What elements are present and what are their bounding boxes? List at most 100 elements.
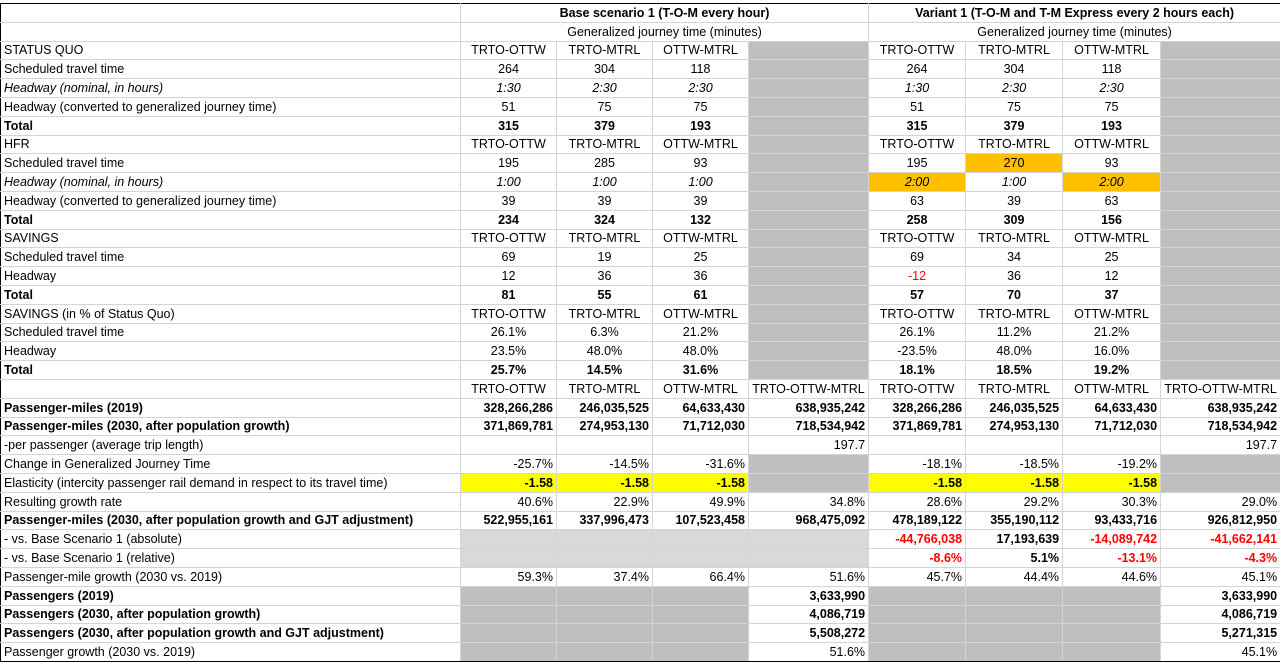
- cell-value: OTTW-MTRL: [652, 228, 749, 249]
- cell-value: 18.1%: [868, 360, 967, 380]
- blank-cell: [1160, 266, 1280, 286]
- blank-cell: [556, 623, 653, 644]
- cell-value: 36: [965, 266, 1064, 286]
- blank-cell: [652, 548, 749, 568]
- cell-value: 2:30: [652, 78, 749, 98]
- cell-value: 37.4%: [556, 566, 653, 587]
- cell-value: 1:00: [556, 172, 653, 192]
- row-label: Passengers (2030, after population growt…: [0, 623, 461, 644]
- blank-cell: [1160, 78, 1280, 98]
- table-row: -per passenger (average trip length) 197.…: [0, 435, 1280, 456]
- blank-cell: [1160, 209, 1280, 230]
- blank-cell: [460, 548, 557, 568]
- cell-value: TRTO-OTTW-MTRL: [747, 378, 870, 399]
- cell-value: 25: [652, 247, 749, 268]
- cell-value: 19.2%: [1062, 360, 1162, 380]
- cell-value: TRTO-OTTW: [460, 40, 557, 61]
- table-row: Scheduled travel time 69 19 25 69 34 25: [0, 247, 1280, 268]
- row-label: - vs. Base Scenario 1 (relative): [0, 548, 461, 568]
- cell-value: 18.5%: [965, 360, 1064, 380]
- cell-value: 36: [556, 266, 653, 286]
- cell-value: 315: [460, 115, 557, 136]
- blank-cell: [1160, 284, 1280, 305]
- blank-cell: [460, 585, 557, 606]
- blank-cell: [747, 548, 870, 568]
- blank-cell: [965, 604, 1064, 625]
- table-row: - vs. Base Scenario 1 (relative) -8.6% 5.1…: [0, 548, 1280, 568]
- blank-cell: [747, 529, 870, 550]
- cell-value: 45.7%: [868, 566, 967, 587]
- cell-value: 5,271,315: [1160, 623, 1280, 644]
- blank-cell: [1160, 360, 1280, 380]
- cell-value: 274,953,130: [556, 416, 653, 437]
- blank-cell: [868, 585, 967, 606]
- cell-value: TRTO-OTTW-MTRL: [1160, 378, 1280, 399]
- blank-cell: [747, 40, 870, 61]
- cell-value: 39: [965, 190, 1064, 211]
- cell-value: 51: [868, 96, 967, 117]
- blank-cell: [747, 172, 870, 192]
- cell-value: 379: [556, 115, 653, 136]
- blank-cell: [747, 190, 870, 211]
- table-row: Headway (nominal, in hours) 1:30 2:30 2:30 1…: [0, 78, 1280, 98]
- table-row: SAVINGS TRTO-OTTW TRTO-MTRL OTTW-MTRL TRTO-O…: [0, 228, 1280, 249]
- scenario-title: Variant 1 (T-O-M and T-M Express every 2…: [868, 3, 1280, 23]
- cell-value: 328,266,286: [868, 397, 967, 418]
- cell-value: 11.2%: [965, 322, 1064, 343]
- cell-value: OTTW-MTRL: [652, 40, 749, 61]
- cell-value: TRTO-OTTW: [868, 40, 967, 61]
- cell-value: -4.3%: [1160, 548, 1280, 568]
- cell-value: 379: [965, 115, 1064, 136]
- blank-cell: [0, 21, 461, 42]
- row-label: Headway: [0, 266, 461, 286]
- blank-cell: [1160, 247, 1280, 268]
- blank-cell: [747, 322, 870, 343]
- cell-value: TRTO-OTTW: [868, 134, 967, 155]
- scenario-title: Base scenario 1 (T-O-M every hour): [459, 3, 870, 23]
- row-label: Headway: [0, 341, 461, 362]
- blank-cell: [460, 529, 557, 550]
- row-label: SAVINGS: [0, 228, 461, 249]
- table-row: Passenger-mile growth (2030 vs. 2019) 59.…: [0, 566, 1280, 587]
- table-row: Headway 12 36 36 -12 36 12: [0, 266, 1280, 286]
- cell-value: 195: [460, 153, 557, 174]
- row-label: Passenger-mile growth (2030 vs. 2019): [0, 566, 461, 587]
- cell-value: 5.1%: [965, 548, 1064, 568]
- blank-cell: [747, 472, 870, 493]
- blank-cell: [1160, 172, 1280, 192]
- cell-value: 195: [868, 153, 967, 174]
- cell-value: TRTO-OTTW: [460, 303, 557, 324]
- header-row: Base scenario 1 (T-O-M every hour) Varia…: [0, 3, 1280, 23]
- cell-value: TRTO-MTRL: [556, 378, 653, 399]
- table-row: Total 234 324 132 258 309 156: [0, 209, 1280, 230]
- cell-value: 355,190,112: [965, 510, 1064, 531]
- blank-cell: [747, 78, 870, 98]
- cell-value: 63: [868, 190, 967, 211]
- cell-value: 718,534,942: [747, 416, 870, 437]
- blank-cell: [1062, 604, 1162, 625]
- blank-cell: [556, 585, 653, 606]
- cell-value: 22.9%: [556, 491, 653, 512]
- cell-value: 3,633,990: [1160, 585, 1280, 606]
- blank-cell: [747, 360, 870, 380]
- cell-value: 29.0%: [1160, 491, 1280, 512]
- blank-cell: [460, 435, 557, 456]
- table-row: Headway (nominal, in hours) 1:00 1:00 1:00 2…: [0, 172, 1280, 192]
- cell-value: -19.2%: [1062, 454, 1162, 474]
- cell-value: 64,633,430: [1062, 397, 1162, 418]
- table-row: SAVINGS (in % of Status Quo) TRTO-OTTW TRT…: [0, 303, 1280, 324]
- cell-value: 34: [965, 247, 1064, 268]
- cell-value: 478,189,122: [868, 510, 967, 531]
- row-label: Scheduled travel time: [0, 59, 461, 80]
- cell-value: -1.58: [868, 472, 967, 493]
- blank-cell: [1062, 642, 1162, 662]
- table-row: Passengers (2030, after population growt…: [0, 604, 1280, 625]
- table-row: Passenger-miles (2030, after population …: [0, 416, 1280, 437]
- cell-value: TRTO-OTTW: [460, 378, 557, 399]
- cell-value: -1.58: [965, 472, 1064, 493]
- blank-cell: [0, 378, 461, 399]
- spreadsheet-table: Base scenario 1 (T-O-M every hour) Varia…: [0, 3, 1280, 662]
- blank-cell: [1160, 134, 1280, 155]
- cell-value: 258: [868, 209, 967, 230]
- cell-value: 75: [1062, 96, 1162, 117]
